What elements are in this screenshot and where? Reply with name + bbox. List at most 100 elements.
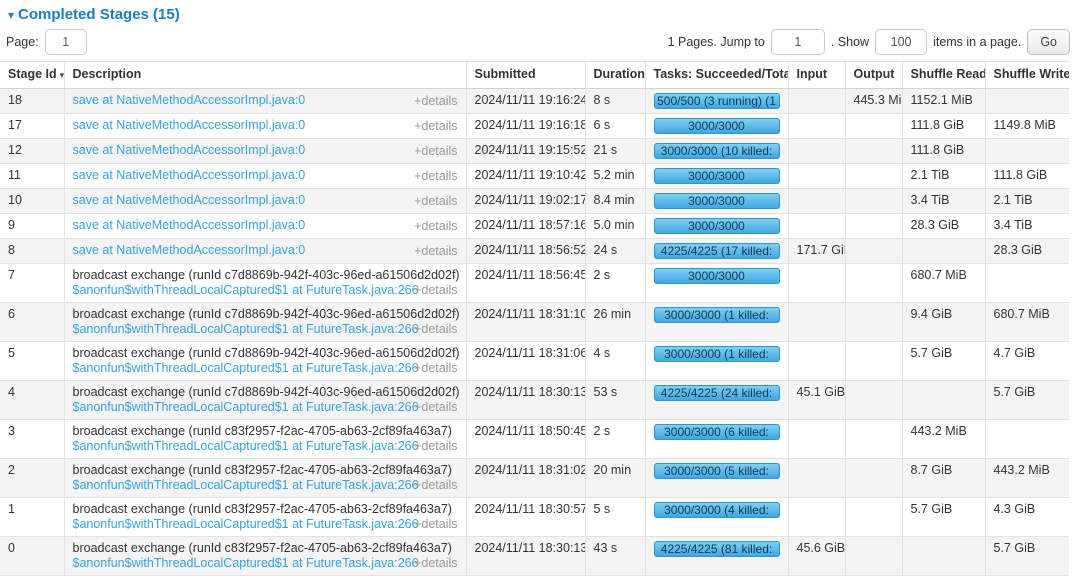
input-cell: 171.7 GiB [787,238,846,264]
duration-cell: 2 s [584,263,646,303]
tasks-progress-bar: 3000/3000 (4 killed: [653,502,780,518]
description-link[interactable]: $anonfun$withThreadLocalCaptured$1 at Fu… [72,439,419,453]
shuffle-write-cell [984,419,1069,459]
page-number-input[interactable] [44,29,87,55]
input-cell [787,497,846,537]
input-cell: 45.6 GiB [787,536,846,576]
description-link[interactable]: $anonfun$withThreadLocalCaptured$1 at Fu… [72,361,419,375]
description-link[interactable]: $anonfun$withThreadLocalCaptured$1 at Fu… [72,517,419,531]
duration-cell: 26 min [584,302,646,342]
shuffle-read-cell: 9.4 GiB [901,302,986,342]
table-row: 12 save at NativeMethodAccessorImpl.java… [0,138,1069,164]
input-cell [787,163,846,189]
shuffle-write-cell [984,138,1069,164]
description-link[interactable]: save at NativeMethodAccessorImpl.java:0 [72,93,306,107]
tasks-progress-bar: 3000/3000 (10 killed: [653,143,780,159]
header-input[interactable]: Input [787,61,846,89]
jump-to-page-input[interactable] [770,29,825,55]
duration-cell: 2 s [584,419,646,459]
shuffle-read-cell: 111.8 GiB [901,113,986,139]
description-text: broadcast exchange (runId c83f2957-f2ac-… [72,463,452,477]
show-text: . Show [830,35,870,49]
tasks-progress-bar: 3000/3000 [653,168,780,184]
details-link[interactable]: +details [414,244,458,258]
shuffle-write-cell: 4.7 GiB [984,341,1069,381]
details-link[interactable]: +details [414,144,458,158]
tasks-progress-bar: 3000/3000 [653,218,780,234]
details-link[interactable]: +details [414,219,458,233]
shuffle-read-cell: 2.1 TiB [901,163,986,189]
header-duration[interactable]: Duration [584,61,646,89]
details-link[interactable]: +details [414,556,458,570]
tasks-cell: 3000/3000 (10 killed: [644,138,789,164]
tasks-cell: 4225/4225 (17 killed: [644,238,789,264]
details-link[interactable]: +details [414,517,458,531]
details-link[interactable]: +details [414,194,458,208]
description-cell: broadcast exchange (runId c83f2957-f2ac-… [63,536,467,576]
header-output[interactable]: Output [844,61,903,89]
shuffle-read-cell: 3.4 TiB [901,188,986,214]
table-header: Stage Id ▾ Description Submitted Duration… [0,61,1069,89]
submitted-cell: 2024/11/11 19:16:18 [465,113,586,139]
description-link[interactable]: save at NativeMethodAccessorImpl.java:0 [72,193,306,207]
header-description[interactable]: Description [63,61,467,89]
shuffle-write-cell: 5.7 GiB [984,380,1069,420]
stage-id-cell: 1 [0,497,65,537]
header-submitted[interactable]: Submitted [465,61,586,89]
tasks-cell: 3000/3000 (6 killed: [644,419,789,459]
details-link[interactable]: +details [414,400,458,414]
description-link[interactable]: $anonfun$withThreadLocalCaptured$1 at Fu… [72,556,419,570]
sort-desc-icon: ▾ [59,70,64,80]
description-link[interactable]: save at NativeMethodAccessorImpl.java:0 [72,168,306,182]
description-link[interactable]: save at NativeMethodAccessorImpl.java:0 [72,218,306,232]
table-row: 18 save at NativeMethodAccessorImpl.java… [0,88,1069,114]
submitted-cell: 2024/11/11 18:31:06 [465,341,586,381]
details-link[interactable]: +details [414,283,458,297]
header-shuffle-write[interactable]: Shuffle Write [984,61,1069,89]
items-per-page-input[interactable] [875,29,928,55]
tasks-progress-bar: 4225/4225 (17 killed: [653,243,780,259]
header-shuffle-read[interactable]: Shuffle Read [901,61,986,89]
duration-cell: 5.2 min [584,163,646,189]
description-link[interactable]: $anonfun$withThreadLocalCaptured$1 at Fu… [72,478,419,492]
details-link[interactable]: +details [414,119,458,133]
output-cell [844,138,903,164]
output-cell [844,238,903,264]
description-link[interactable]: save at NativeMethodAccessorImpl.java:0 [72,118,306,132]
stage-id-cell: 3 [0,419,65,459]
shuffle-write-cell: 443.2 MiB [984,458,1069,498]
description-link[interactable]: save at NativeMethodAccessorImpl.java:0 [72,243,306,257]
details-link[interactable]: +details [414,439,458,453]
details-link[interactable]: +details [414,322,458,336]
stage-id-cell: 5 [0,341,65,381]
completed-stages-table: Stage Id ▾ Description Submitted Duration… [0,61,1069,576]
description-link[interactable]: $anonfun$withThreadLocalCaptured$1 at Fu… [72,400,419,414]
submitted-cell: 2024/11/11 19:10:42 [465,163,586,189]
description-link[interactable]: save at NativeMethodAccessorImpl.java:0 [72,143,306,157]
description-cell: broadcast exchange (runId c83f2957-f2ac-… [63,497,467,537]
tasks-cell: 3000/3000 (5 killed: [644,458,789,498]
stage-id-cell: 10 [0,188,65,214]
header-tasks[interactable]: Tasks: Succeeded/Total [644,61,789,89]
header-stage-id[interactable]: Stage Id ▾ [0,61,65,89]
table-row: 8 save at NativeMethodAccessorImpl.java:… [0,238,1069,264]
details-link[interactable]: +details [414,478,458,492]
tasks-progress-label: 3000/3000 [688,193,745,208]
submitted-cell: 2024/11/11 18:30:57 [465,497,586,537]
completed-stages-section-toggle[interactable]: ▾ Completed Stages (15) [8,6,1080,23]
collapse-arrow-icon: ▾ [8,8,15,22]
description-link[interactable]: $anonfun$withThreadLocalCaptured$1 at Fu… [72,283,419,297]
duration-cell: 8.4 min [584,188,646,214]
table-row: 17 save at NativeMethodAccessorImpl.java… [0,113,1069,139]
duration-cell: 4 s [584,341,646,381]
stage-id-cell: 12 [0,138,65,164]
section-title-text: Completed Stages (15) [18,6,180,23]
description-link[interactable]: $anonfun$withThreadLocalCaptured$1 at Fu… [72,322,419,336]
details-link[interactable]: +details [414,169,458,183]
details-link[interactable]: +details [414,361,458,375]
details-link[interactable]: +details [414,94,458,108]
table-row: 6 broadcast exchange (runId c7d8869b-942… [0,302,1069,342]
go-button[interactable]: Go [1027,29,1070,55]
submitted-cell: 2024/11/11 18:30:13 [465,380,586,420]
